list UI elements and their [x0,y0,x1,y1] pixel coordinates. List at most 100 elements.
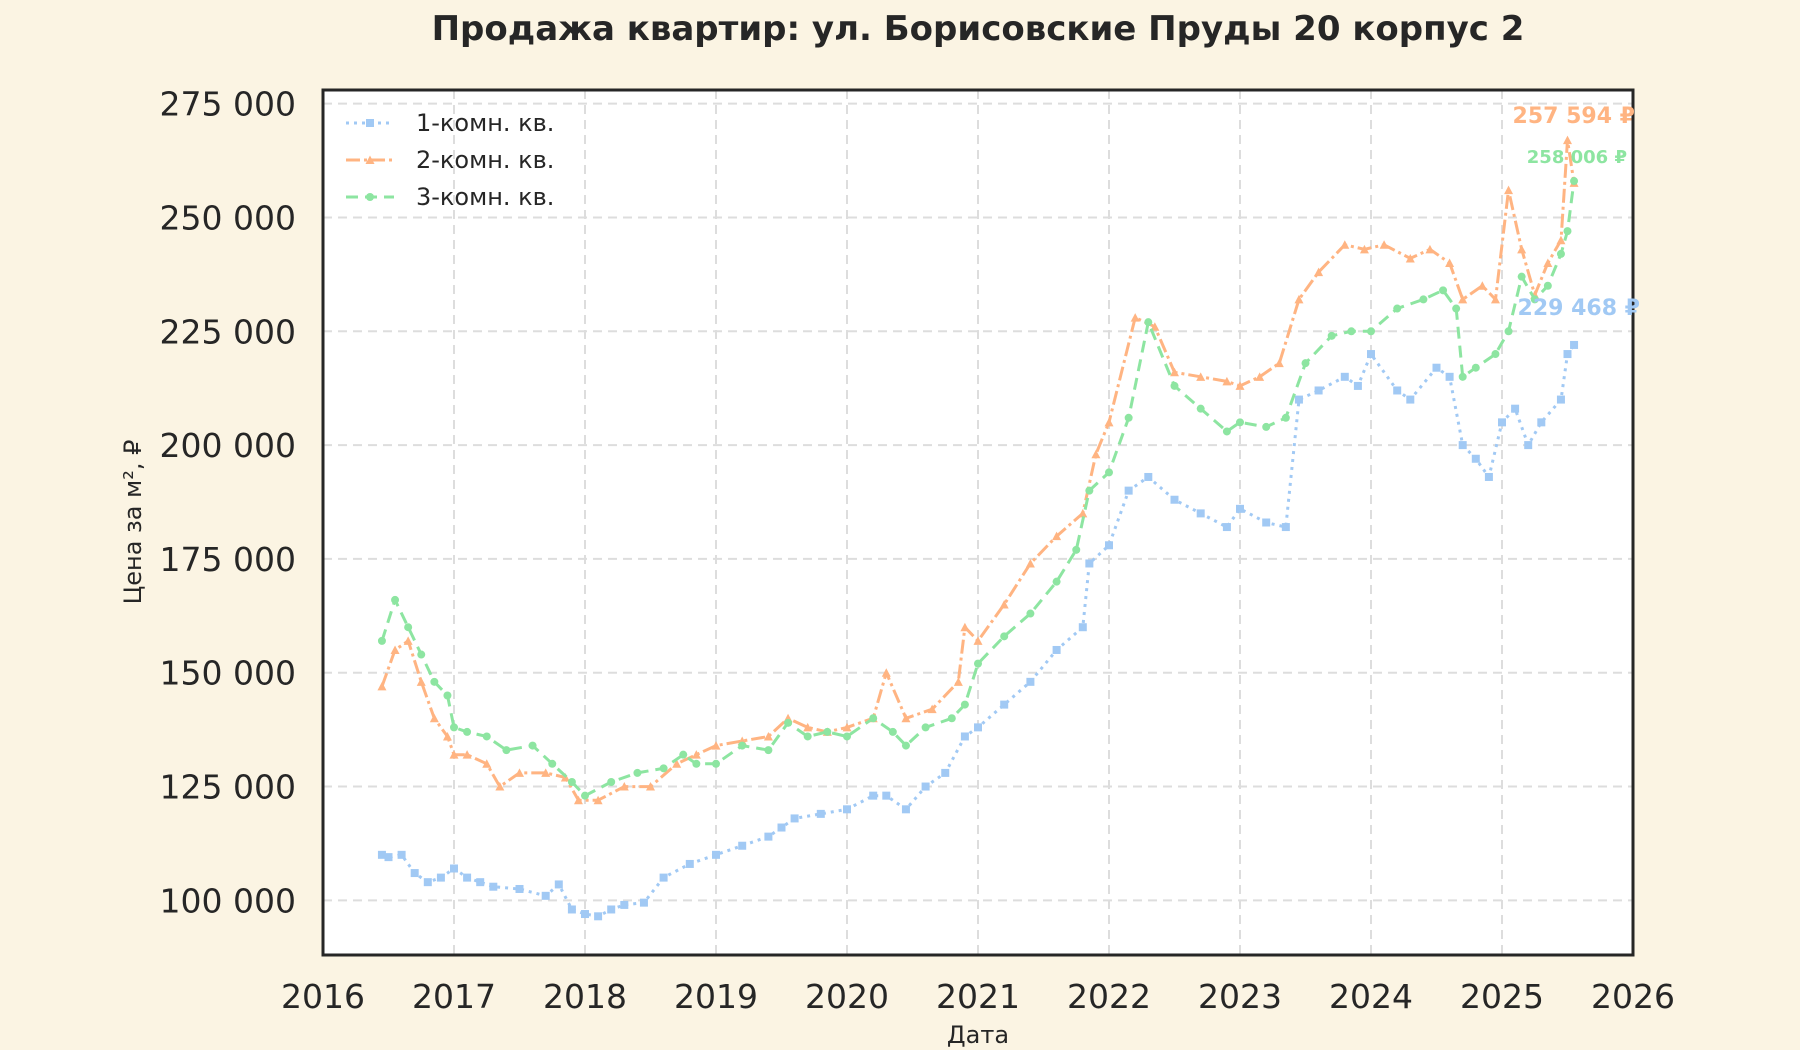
y-tick-label: 100 000 [160,881,296,920]
data-point [1130,313,1140,322]
end-labels: 229 468 ₽ 257 594 ₽ 258 006 ₽ [1513,104,1640,321]
data-point [1052,645,1061,654]
x-tick-label: 2023 [1198,977,1282,1016]
end-value-label: 258 006 ₽ [1527,147,1627,168]
data-point [1524,441,1533,450]
data-point [1504,185,1514,195]
data-point [423,878,432,887]
data-point [784,718,793,727]
data-point [803,732,812,741]
data-point [659,873,668,882]
data-point [927,704,937,714]
data-point [1490,294,1500,304]
data-point [1340,240,1350,249]
data-point [953,677,963,686]
data-point [1025,558,1035,568]
chart-title: Продажа квартир: ул. Борисовские Пруды 2… [432,9,1525,49]
series-2 [377,135,1579,805]
data-point [416,677,426,686]
data-point [1425,244,1435,254]
data-point [960,700,969,709]
legend-label: 3-комн. кв. [416,183,554,211]
data-point [1072,545,1081,554]
data-point [869,714,878,723]
x-tick-label: 2021 [936,977,1020,1016]
data-point [463,727,472,736]
data-point [1091,449,1101,459]
data-point [1445,258,1455,267]
data-point [391,595,400,604]
data-point [803,722,813,732]
data-point [1294,294,1304,304]
data-point [1367,350,1375,359]
data-point [901,713,911,723]
data-point [1144,318,1153,327]
data-point [1445,372,1454,381]
data-point [1105,468,1113,477]
legend-label: 1-комн. кв. [416,109,554,137]
data-point [1124,486,1133,495]
data-point [1262,518,1271,527]
data-point [1347,327,1356,336]
y-tick-label: 225 000 [160,312,296,351]
data-point [449,750,459,759]
data-point [1379,240,1389,249]
data-point [764,832,773,841]
data-point [1353,381,1362,390]
x-axis-ticks: 2016 2017 2018 2019 2020 2021 2022 2023 2024 2025… [281,977,1675,1016]
data-point [1405,253,1415,263]
data-point [1458,441,1467,450]
data-point [390,645,400,654]
data-point [548,759,557,768]
data-point [417,650,426,659]
data-point [1563,227,1572,236]
data-point [763,731,773,741]
data-point [843,805,851,814]
data-point [567,778,576,786]
data-point [1570,340,1579,349]
data-point [691,750,701,759]
data-point [581,791,589,800]
data-point [594,912,603,921]
series-1 [377,340,1579,921]
data-point [1294,395,1303,404]
data-point [1517,272,1526,281]
data-point [1458,372,1467,381]
data-point [377,636,386,645]
data-point [947,714,956,723]
data-point [738,741,747,750]
data-point [974,659,982,668]
data-point [1236,504,1244,513]
data-point [1000,700,1009,709]
legend-marker [366,119,374,127]
data-point [842,722,852,732]
data-point [442,731,452,741]
data-point [974,723,982,732]
data-point [639,898,648,907]
legend-marker [365,155,375,164]
data-point [404,623,413,632]
data-point [515,884,524,893]
data-point [554,880,563,889]
legend: 1-комн. кв. 2-комн. кв. 3-комн. кв. [346,109,554,211]
data-point [1144,472,1153,481]
data-point [882,791,891,800]
data-point [1196,372,1206,381]
data-point [1078,623,1087,632]
data-point [1504,327,1513,336]
data-point [1052,577,1061,586]
x-tick-label: 2022 [1067,977,1151,1016]
data-point [1235,381,1245,390]
data-point [1367,327,1375,336]
data-point [489,882,498,891]
data-point [476,878,485,887]
data-point [1078,508,1088,518]
x-tick-label: 2019 [674,977,758,1016]
data-point [1255,372,1265,381]
data-point [921,723,930,732]
data-point [515,768,524,777]
data-point [1563,350,1572,359]
legend-item: 3-комн. кв. [346,183,554,211]
x-tick-label: 2024 [1329,977,1413,1016]
data-point [1170,381,1179,390]
